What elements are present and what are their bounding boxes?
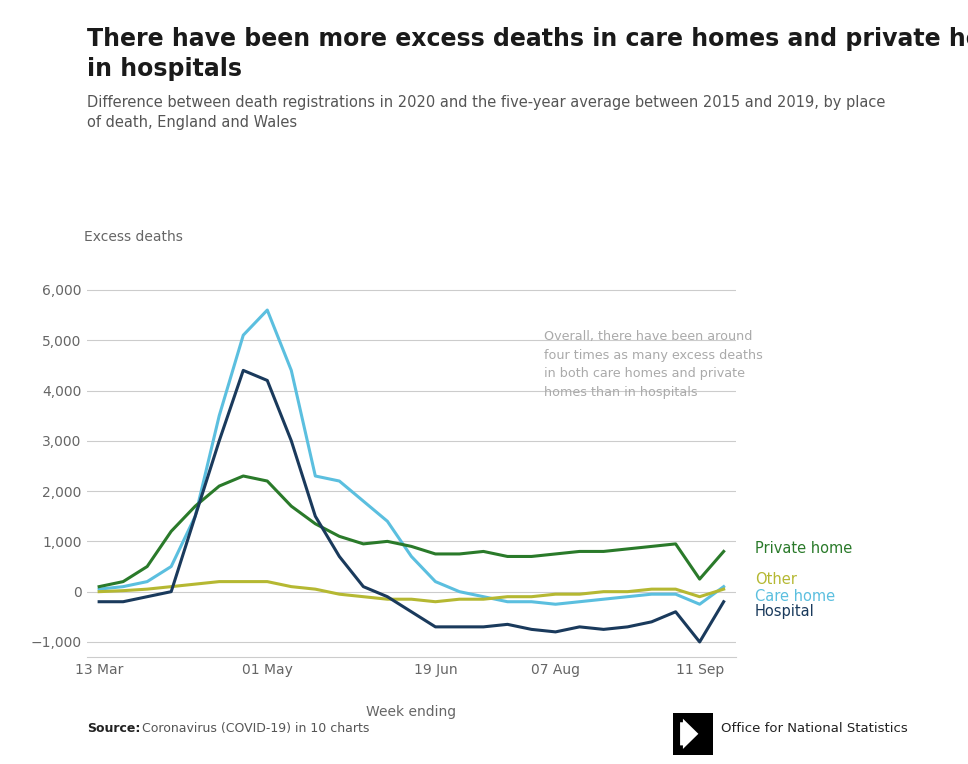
FancyBboxPatch shape <box>673 713 713 755</box>
Text: Other: Other <box>755 571 797 587</box>
Text: Difference between death registrations in 2020 and the five-year average between: Difference between death registrations i… <box>87 96 886 131</box>
Text: Week ending: Week ending <box>366 704 457 719</box>
Text: Hospital: Hospital <box>755 604 815 620</box>
FancyArrow shape <box>681 719 698 749</box>
Text: Coronavirus (COVID-19) in 10 charts: Coronavirus (COVID-19) in 10 charts <box>138 722 370 735</box>
Text: in hospitals: in hospitals <box>87 57 242 81</box>
Text: Office for National Statistics: Office for National Statistics <box>721 722 908 735</box>
Text: Care home: Care home <box>755 589 835 604</box>
Text: Source:: Source: <box>87 722 140 735</box>
Text: Overall, there have been around
four times as many excess deaths
in both care ho: Overall, there have been around four tim… <box>543 330 763 399</box>
Text: Excess deaths: Excess deaths <box>84 230 183 244</box>
Text: Private home: Private home <box>755 542 852 556</box>
Text: There have been more excess deaths in care homes and private homes than: There have been more excess deaths in ca… <box>87 27 968 50</box>
